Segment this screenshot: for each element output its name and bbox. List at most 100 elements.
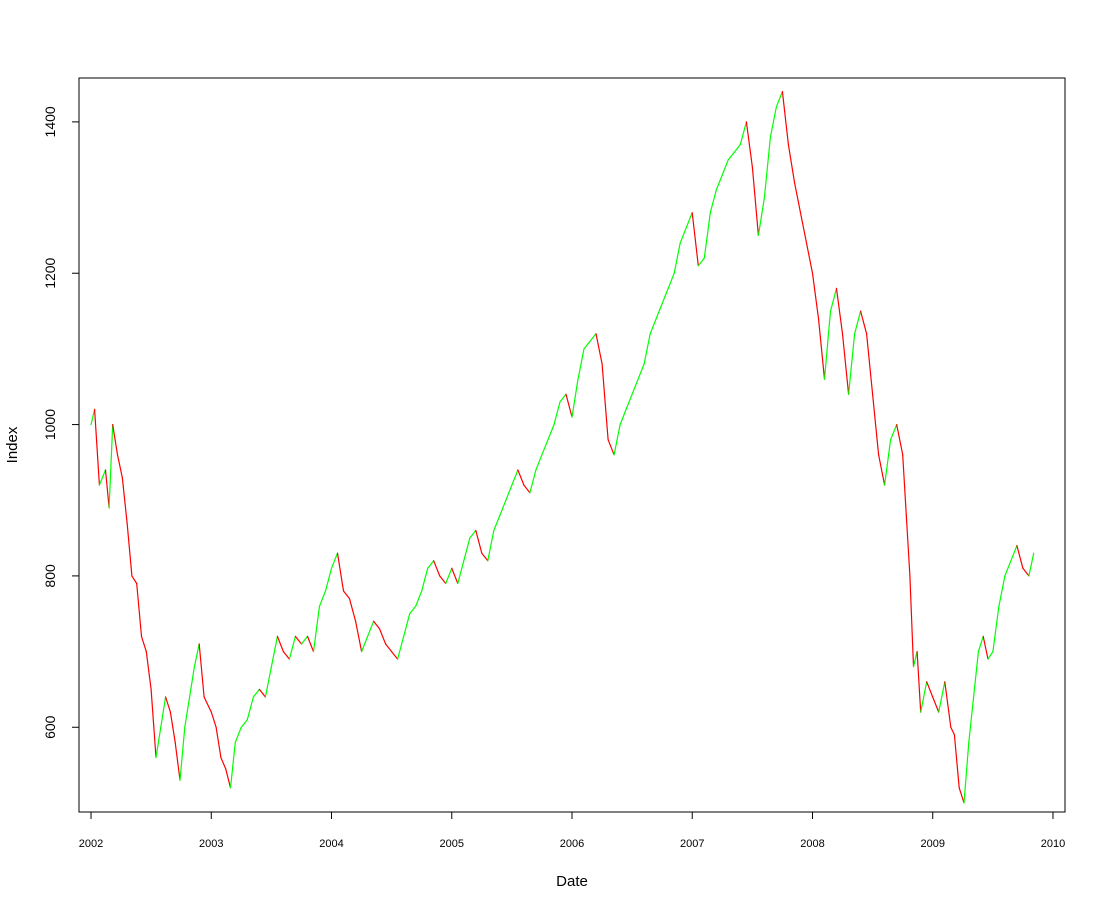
series-segment — [517, 469, 525, 486]
series-segment — [541, 439, 549, 456]
x-tick-label: 2010 — [1041, 838, 1065, 850]
series-segment — [264, 666, 272, 698]
series-segment — [169, 711, 176, 744]
x-tick-label: 2006 — [560, 838, 584, 850]
series-segment — [131, 575, 138, 585]
x-axis-label: Date — [556, 873, 588, 890]
series-segment — [595, 333, 603, 365]
series-segment — [703, 212, 711, 259]
series-segment — [859, 310, 868, 335]
series-segment — [112, 424, 119, 456]
series-segment — [1010, 544, 1018, 562]
series-segment — [240, 719, 248, 728]
series-segment — [203, 696, 212, 713]
series-segment — [306, 635, 315, 653]
series-segment — [619, 408, 627, 426]
series-segment — [932, 696, 940, 713]
series-segment — [439, 575, 447, 585]
series-segment — [613, 424, 621, 456]
series-segment — [673, 242, 681, 274]
series-segment — [385, 643, 393, 653]
series-segment — [958, 787, 965, 804]
x-tick-label: 2003 — [199, 838, 223, 850]
x-tick-label: 2005 — [440, 838, 464, 850]
series-segment — [165, 696, 171, 713]
series-segment — [998, 575, 1006, 607]
series-segment — [739, 121, 748, 146]
series-segment — [909, 575, 915, 668]
series-segment — [457, 560, 465, 585]
series-segment — [912, 650, 918, 668]
series-segment — [793, 181, 802, 214]
series-segment — [324, 567, 333, 592]
series-segment — [601, 363, 609, 441]
series-segment — [215, 726, 222, 759]
series-segment — [104, 469, 110, 509]
y-tick-label: 1000 — [42, 409, 58, 440]
y-tick-label: 1400 — [42, 106, 58, 137]
series-segment — [463, 537, 471, 562]
series-segment — [769, 106, 778, 138]
series-segment — [829, 287, 838, 312]
series-segment — [920, 681, 928, 713]
series-segment — [987, 650, 994, 660]
series-segment — [727, 151, 735, 161]
series-segment — [93, 408, 101, 486]
series-segment — [571, 378, 579, 418]
series-segment — [330, 552, 339, 569]
series-segment — [475, 529, 483, 554]
series-segment — [667, 272, 675, 289]
series-segment — [655, 302, 663, 320]
series-segment — [787, 144, 796, 183]
series-segment — [977, 635, 984, 653]
series-segment — [781, 90, 790, 146]
series-segment — [403, 613, 411, 638]
series-segment — [427, 560, 435, 569]
series-segment — [691, 212, 699, 267]
series-segment — [511, 469, 519, 486]
y-axis: 600 800 1000 1200 1400 — [42, 106, 80, 739]
series-segment — [679, 227, 687, 244]
series-segment — [140, 635, 147, 653]
series-segment — [721, 159, 729, 176]
series-segment — [709, 189, 717, 214]
series-segment — [121, 476, 128, 524]
series-segment — [348, 597, 357, 622]
series-segment — [757, 197, 766, 236]
series-segment — [523, 484, 531, 494]
series-segment — [409, 605, 417, 615]
series-segment — [763, 136, 772, 199]
series-segment — [116, 454, 123, 479]
series-segment — [487, 529, 495, 562]
x-tick-label: 2008 — [800, 838, 824, 850]
x-tick-label: 2009 — [920, 838, 944, 850]
series-segment — [643, 333, 651, 365]
series-segment — [583, 340, 591, 350]
series-segment — [300, 635, 309, 645]
series-segment — [421, 567, 429, 592]
series-segment — [938, 681, 946, 713]
series-segment — [451, 567, 459, 585]
series-segment — [252, 688, 260, 698]
series-segment — [312, 605, 321, 653]
series-segment — [225, 768, 232, 789]
x-axis: 2002 2003 2004 2005 2006 2007 2008 2009 2010 — [79, 811, 1065, 850]
series-segment — [685, 212, 693, 229]
series-segment — [229, 741, 236, 789]
series-segment — [189, 666, 195, 698]
series-segment — [853, 310, 862, 335]
series-segment — [174, 741, 181, 781]
series-segment — [577, 348, 585, 380]
series-segment — [805, 242, 814, 274]
series-segment — [905, 514, 911, 577]
series-segment — [198, 643, 205, 698]
series-segment — [547, 424, 555, 441]
series-segment — [926, 681, 934, 698]
series-segment — [565, 393, 573, 418]
series-segment — [751, 166, 760, 236]
series-segment — [160, 696, 167, 728]
series-segment — [944, 681, 952, 728]
series-segment — [210, 711, 217, 728]
series-segment — [481, 552, 489, 562]
series-segment — [871, 393, 880, 456]
